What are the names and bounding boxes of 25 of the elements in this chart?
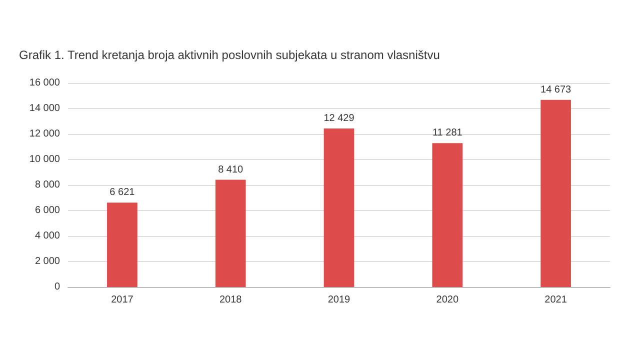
data-label: 14 673 (540, 84, 572, 96)
bar (432, 143, 463, 287)
x-tick-label: 2018 (219, 294, 242, 306)
x-tick-label: 2017 (111, 294, 134, 306)
x-tick-label: 2019 (328, 294, 351, 306)
bar (215, 180, 246, 287)
y-tick-label: 4 000 (34, 230, 60, 242)
y-tick-label: 0 (54, 282, 60, 292)
data-label: 8 410 (218, 164, 244, 176)
y-tick-label: 8 000 (34, 180, 60, 190)
data-label: 11 281 (432, 128, 463, 139)
y-tick-label: 14 000 (29, 103, 60, 114)
data-label: 6 621 (110, 187, 136, 198)
x-tick-label: 2021 (544, 294, 568, 306)
y-tick-label: 16 000 (29, 78, 60, 88)
chart-title: Grafik 1. Trend kretanja broja aktivnih poslovnih subjekata u stranom vlasništvu (19, 48, 440, 62)
y-tick-label: 10 000 (29, 154, 60, 165)
bar (107, 202, 138, 287)
y-tick-label: 6 000 (34, 205, 60, 216)
bar (540, 100, 571, 287)
bar (324, 128, 354, 287)
y-tick-label: 12 000 (29, 128, 60, 140)
data-label: 12 429 (324, 113, 355, 124)
y-tick-label: 2 000 (34, 256, 60, 267)
x-tick-label: 2020 (436, 294, 459, 306)
